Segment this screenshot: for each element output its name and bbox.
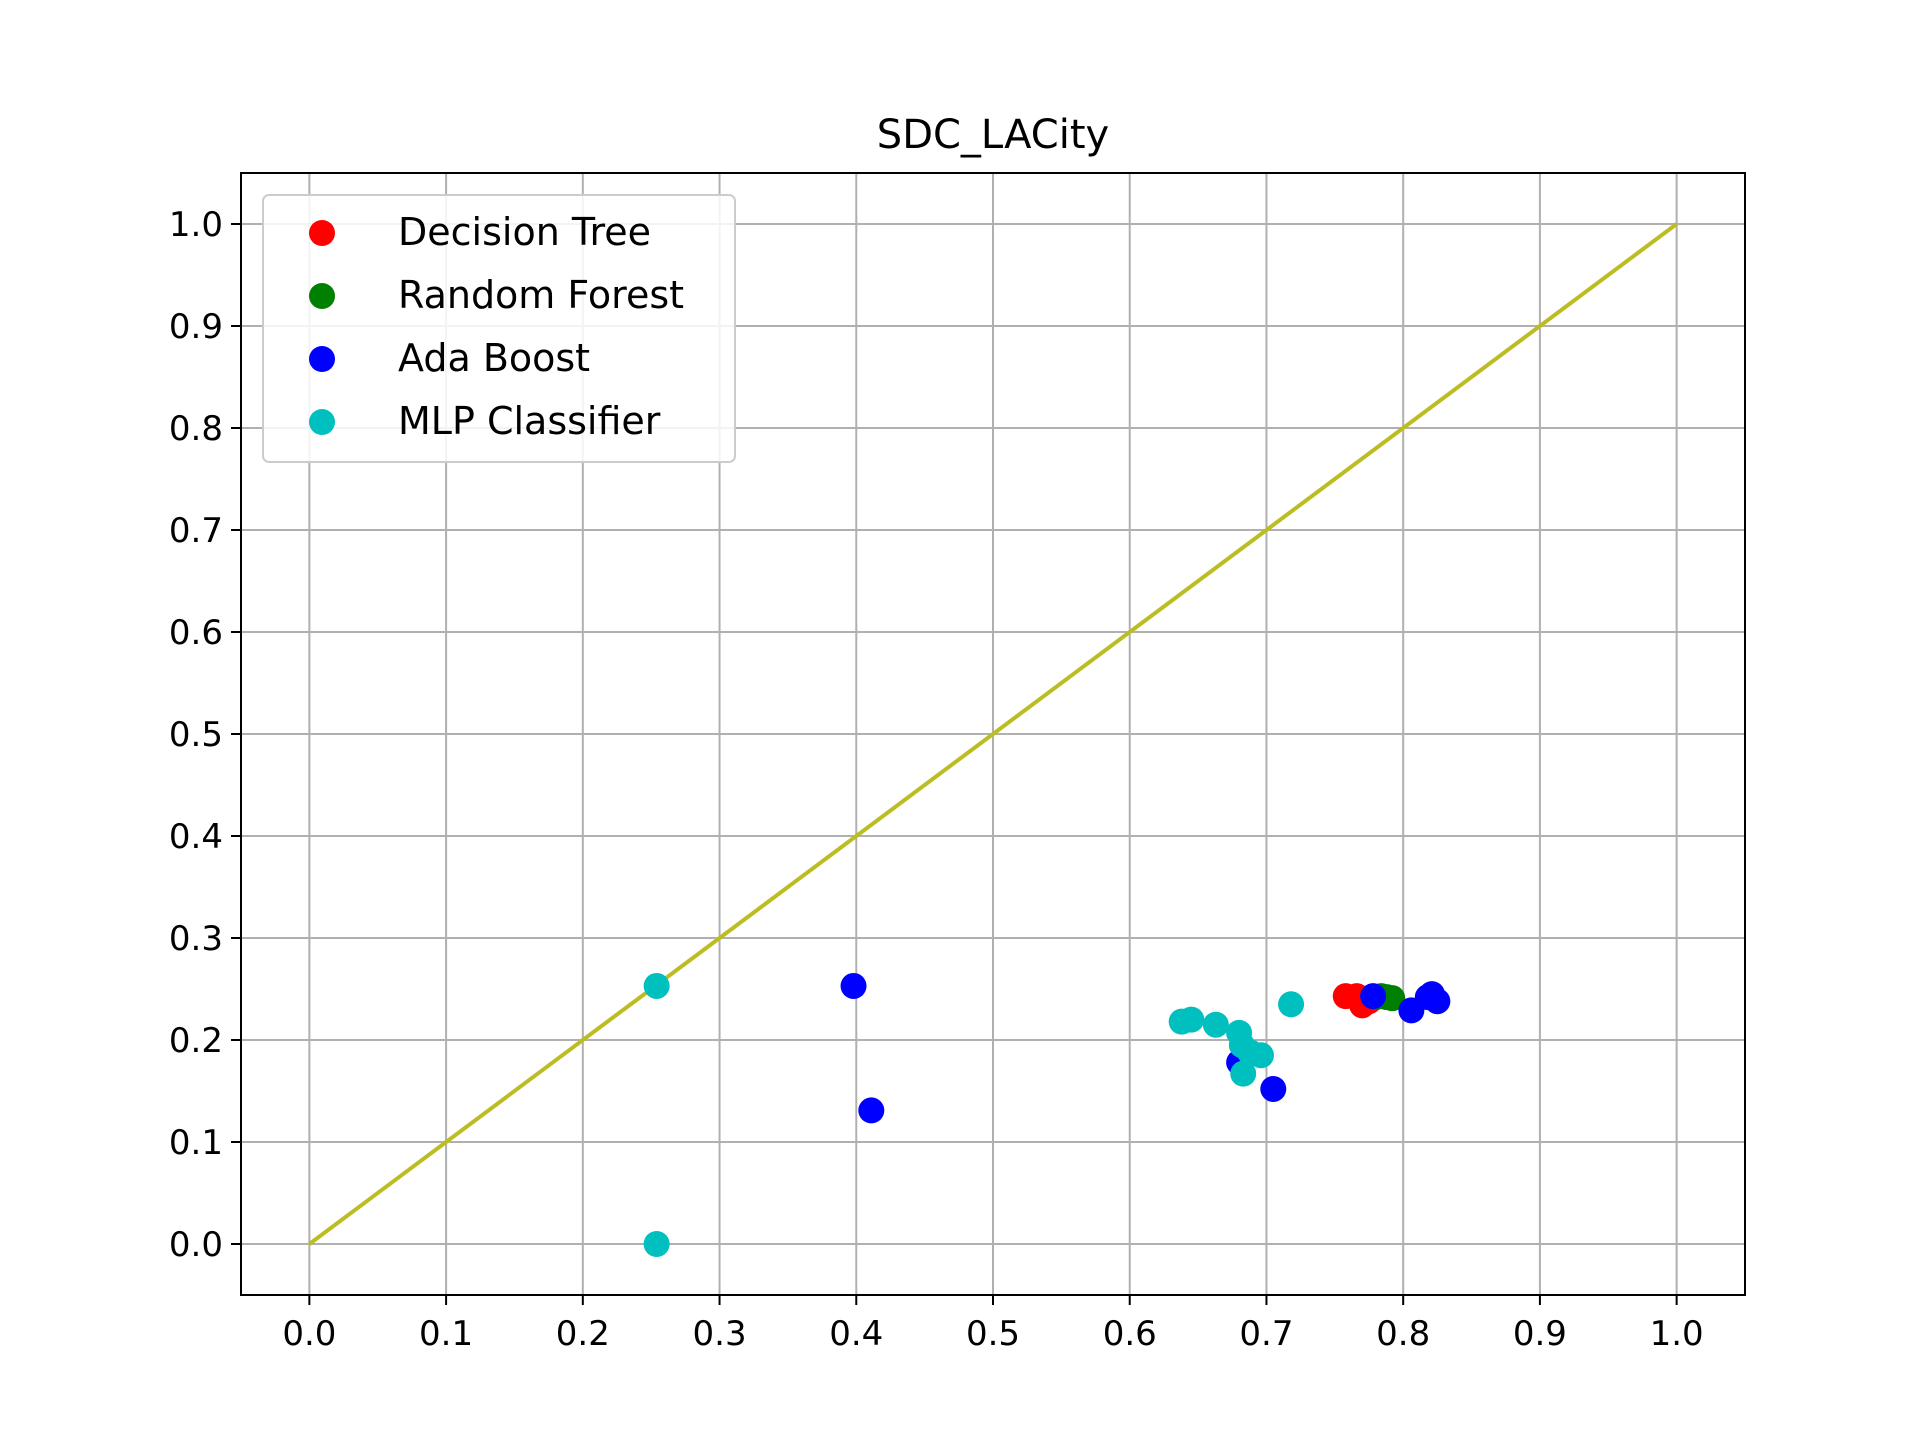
- mlp-classifier-point: [1230, 1060, 1257, 1087]
- chart-title: SDC_LACity: [877, 112, 1109, 158]
- x-tick-label: 0.6: [1103, 1314, 1157, 1354]
- y-axis: 0.0 0.1 0.2 0.3 0.4 0.5 0.6 0.7 0.8 0.9 1.0: [169, 205, 241, 1265]
- legend: Decision Tree Random Forest Ada Boost MLP C…: [262, 194, 736, 463]
- legend-marker-mlp-classifier: [309, 409, 335, 435]
- legend-label-ada-boost: Ada Boost: [398, 336, 590, 380]
- ada-boost-point: [1360, 983, 1387, 1010]
- mlp-classifier-point: [643, 972, 670, 999]
- ada-boost-point: [840, 972, 867, 999]
- points-layer: [643, 972, 1451, 1257]
- series-ada-boost: [840, 972, 1451, 1124]
- mlp-classifier-point: [1247, 1042, 1274, 1069]
- x-tick-label: 1.0: [1650, 1314, 1704, 1354]
- legend-label-decision-tree: Decision Tree: [398, 210, 651, 254]
- mlp-classifier-point: [1202, 1011, 1229, 1038]
- legend-items: Decision Tree Random Forest Ada Boost MLP C…: [309, 210, 684, 443]
- random-forest-point: [1379, 985, 1406, 1012]
- y-tick-label: 0.1: [169, 1123, 223, 1163]
- x-tick-label: 0.0: [282, 1314, 336, 1354]
- y-tick-label: 0.7: [169, 511, 223, 551]
- y-tick-label: 0.0: [169, 1225, 223, 1265]
- x-tick-label: 0.2: [556, 1314, 610, 1354]
- x-tick-label: 0.5: [966, 1314, 1020, 1354]
- reference-line-layer: [308, 222, 1678, 1246]
- mlp-classifier-point: [1278, 991, 1305, 1018]
- x-tick-label: 0.7: [1239, 1314, 1293, 1354]
- series-mlp-classifier: [643, 972, 1305, 1257]
- y-tick-label: 0.4: [169, 817, 223, 857]
- y-tick-label: 0.5: [169, 715, 223, 755]
- y-tick-label: 0.2: [169, 1021, 223, 1061]
- y-tick-label: 0.9: [169, 307, 223, 347]
- mlp-classifier-point: [643, 1231, 670, 1257]
- x-tick-label: 0.4: [829, 1314, 883, 1354]
- x-axis: 0.0 0.1 0.2 0.3 0.4 0.5 0.6 0.7 0.8 0.9 1.0: [282, 1295, 1704, 1354]
- y-tick-label: 0.6: [169, 613, 223, 653]
- mlp-classifier-point: [1178, 1006, 1205, 1033]
- ada-boost-point: [858, 1097, 885, 1124]
- legend-marker-random-forest: [309, 283, 335, 309]
- legend-frame: [262, 194, 736, 463]
- legend-label-random-forest: Random Forest: [398, 273, 684, 317]
- x-tick-label: 0.1: [419, 1314, 473, 1354]
- x-tick-label: 0.8: [1376, 1314, 1430, 1354]
- ada-boost-point: [1260, 1075, 1287, 1102]
- y-tick-label: 1.0: [169, 205, 223, 245]
- x-tick-label: 0.9: [1513, 1314, 1567, 1354]
- x-tick-label: 0.3: [693, 1314, 747, 1354]
- legend-label-mlp-classifier: MLP Classifier: [398, 399, 661, 443]
- reference-line: [308, 222, 1678, 1246]
- y-tick-label: 0.8: [169, 409, 223, 449]
- legend-marker-decision-tree: [309, 220, 335, 246]
- y-tick-label: 0.3: [169, 919, 223, 959]
- legend-marker-ada-boost: [309, 346, 335, 372]
- ada-boost-point: [1424, 988, 1451, 1015]
